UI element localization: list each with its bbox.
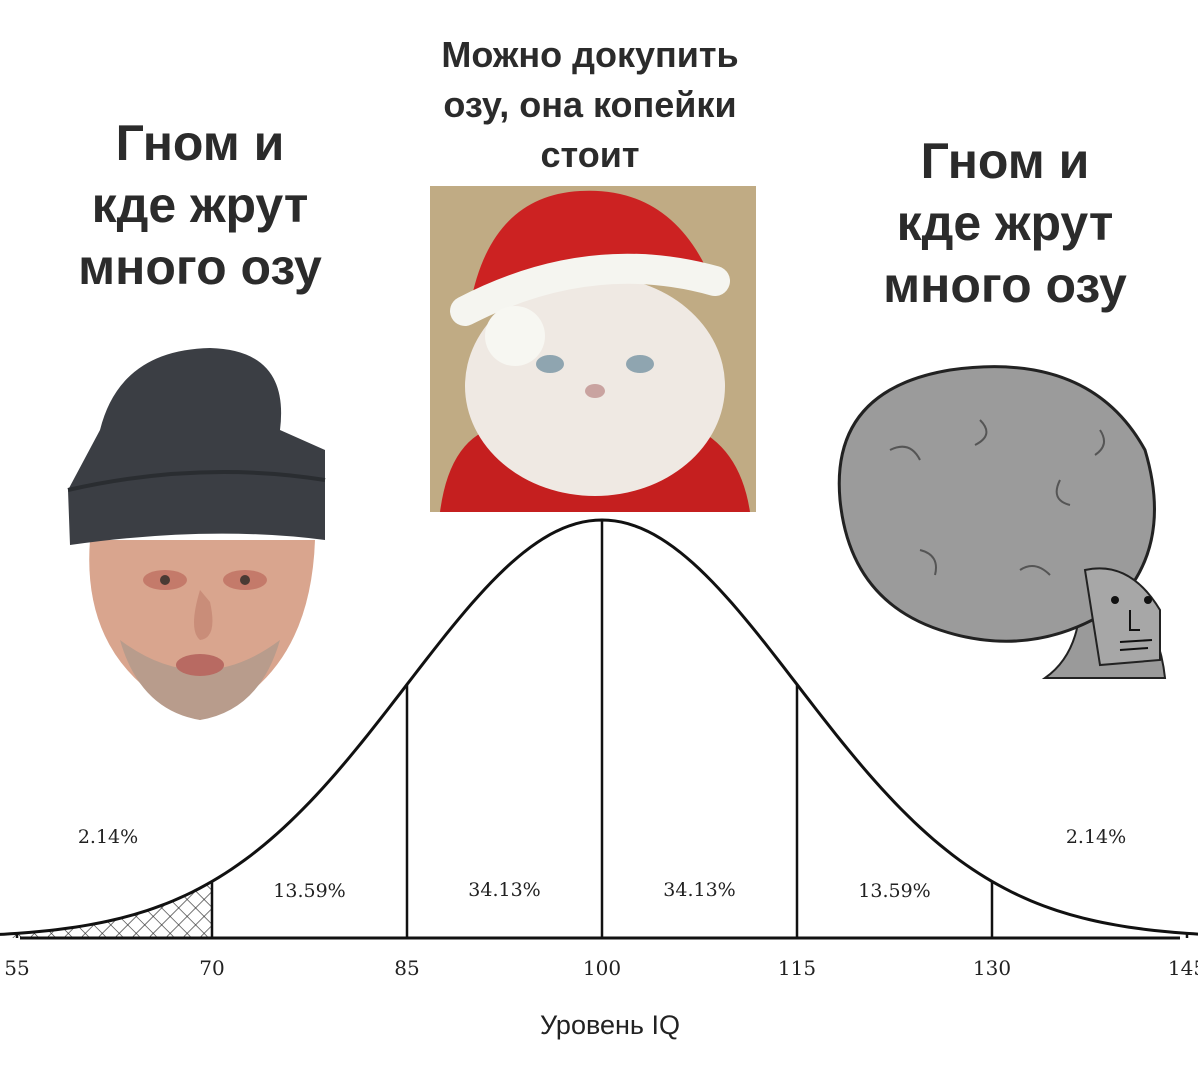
- region-percent-label: 13.59%: [858, 880, 930, 902]
- x-tick-label: 85: [394, 956, 419, 980]
- curve-layer: [0, 518, 1198, 940]
- x-tick-label: 100: [583, 956, 621, 980]
- x-tick-label: 55: [4, 956, 29, 980]
- x-tick-label: 130: [973, 956, 1011, 980]
- cap-left-line: много озу: [78, 239, 322, 295]
- region-percent-label: 34.13%: [468, 879, 540, 901]
- cap-right-line: Гном и: [920, 133, 1090, 189]
- x-tick-label: 145: [1168, 956, 1198, 980]
- region-percent-label: 34.13%: [663, 879, 735, 901]
- left-tail-crosshatch: [17, 881, 212, 938]
- bell-curve-line: [0, 518, 1198, 936]
- x-axis-label: Уровень IQ: [539, 1010, 680, 1040]
- region-percent-label: 13.59%: [273, 880, 345, 902]
- cap-left-line: Гном и: [115, 115, 285, 171]
- region-percent-label: 2.14%: [1066, 826, 1126, 848]
- npc-brain-picture: [837, 365, 1167, 679]
- x-tick-label: 70: [199, 956, 224, 980]
- cap-mid-line: озу, она копейки: [443, 84, 737, 125]
- man-in-hat-picture: [67, 348, 326, 720]
- region-percent-label: 2.14%: [78, 826, 138, 848]
- label-layer: 5570851001151301450.13%2.14%13.59%34.13%…: [4, 826, 1198, 980]
- left-caption: Гном и кде жрут много озу: [40, 112, 360, 298]
- x-tick-label: 115: [778, 956, 816, 980]
- middle-caption: Можно докупить озу, она копейки стоит: [400, 30, 780, 180]
- cap-right-line: кде жрут: [896, 195, 1114, 251]
- cap-mid-line: Можно докупить: [441, 34, 739, 75]
- cap-right-line: много озу: [883, 257, 1127, 313]
- right-caption: Гном и кде жрут много озу: [840, 130, 1170, 316]
- cap-mid-line: стоит: [540, 134, 640, 175]
- cat-santa-hat-picture: [430, 186, 756, 512]
- cap-left-line: кде жрут: [91, 177, 309, 233]
